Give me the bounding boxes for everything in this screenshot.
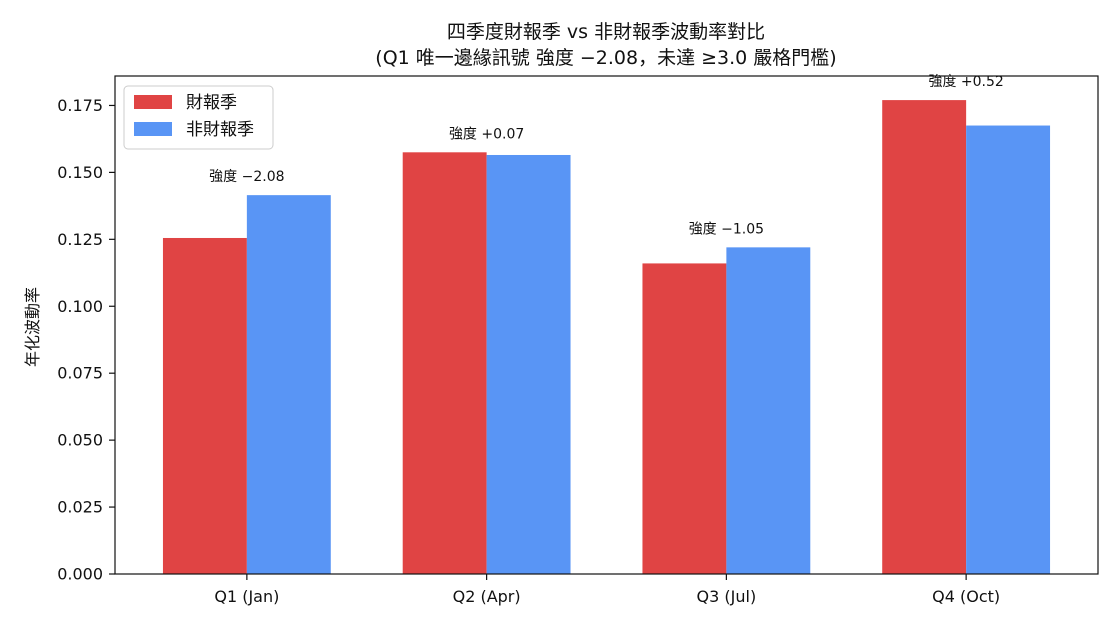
chart-subtitle: (Q1 唯一邊緣訊號 強度 −2.08，未達 ≥3.0 嚴格門檻)	[375, 47, 836, 69]
y-axis-label: 年化波動率	[23, 287, 42, 367]
y-tick-label: 0.175	[57, 96, 103, 115]
x-tick-label: Q1 (Jan)	[214, 587, 279, 606]
x-tick-label: Q4 (Oct)	[932, 587, 1000, 606]
bar-earnings-4	[882, 100, 967, 574]
plot-area: 強度 −2.08 強度 +0.07 強度 −1.05 強度 +0.52 0.000 0.0…	[57, 74, 1099, 606]
bar-non-earnings-4	[966, 125, 1051, 574]
y-tick-label: 0.100	[57, 297, 103, 316]
strength-annotation-2: 強度 +0.07	[449, 126, 524, 142]
y-tick-label: 0.150	[57, 163, 103, 182]
plot-frame	[114, 75, 1099, 575]
bar-non-earnings-3	[726, 247, 811, 574]
y-tick-label: 0.050	[57, 431, 103, 450]
bar-non-earnings-1	[246, 195, 331, 575]
bar-earnings-3	[642, 263, 727, 574]
bar-earnings-2	[402, 152, 487, 574]
strength-annotation-1: 強度 −2.08	[209, 169, 284, 185]
strength-annotation-4: 強度 +0.52	[928, 74, 1003, 90]
y-tick-label: 0.000	[57, 565, 103, 584]
y-tick-label: 0.025	[57, 498, 103, 517]
bar-earnings-1	[162, 237, 247, 574]
y-tick-label: 0.125	[57, 230, 103, 249]
legend-label-1: 財報季	[186, 93, 237, 113]
bar-non-earnings-2	[486, 154, 571, 574]
x-tick-label: Q2 (Apr)	[453, 587, 521, 606]
y-tick-label: 0.075	[57, 364, 103, 383]
chart-title: 四季度財報季 vs 非財報季波動率對比	[447, 21, 765, 43]
x-tick-label: Q3 (Jul)	[697, 587, 757, 606]
legend-swatch-1	[134, 95, 172, 109]
legend-label-2: 非財報季	[186, 120, 254, 140]
legend-swatch-2	[134, 122, 172, 136]
strength-annotation-3: 強度 −1.05	[689, 221, 764, 237]
